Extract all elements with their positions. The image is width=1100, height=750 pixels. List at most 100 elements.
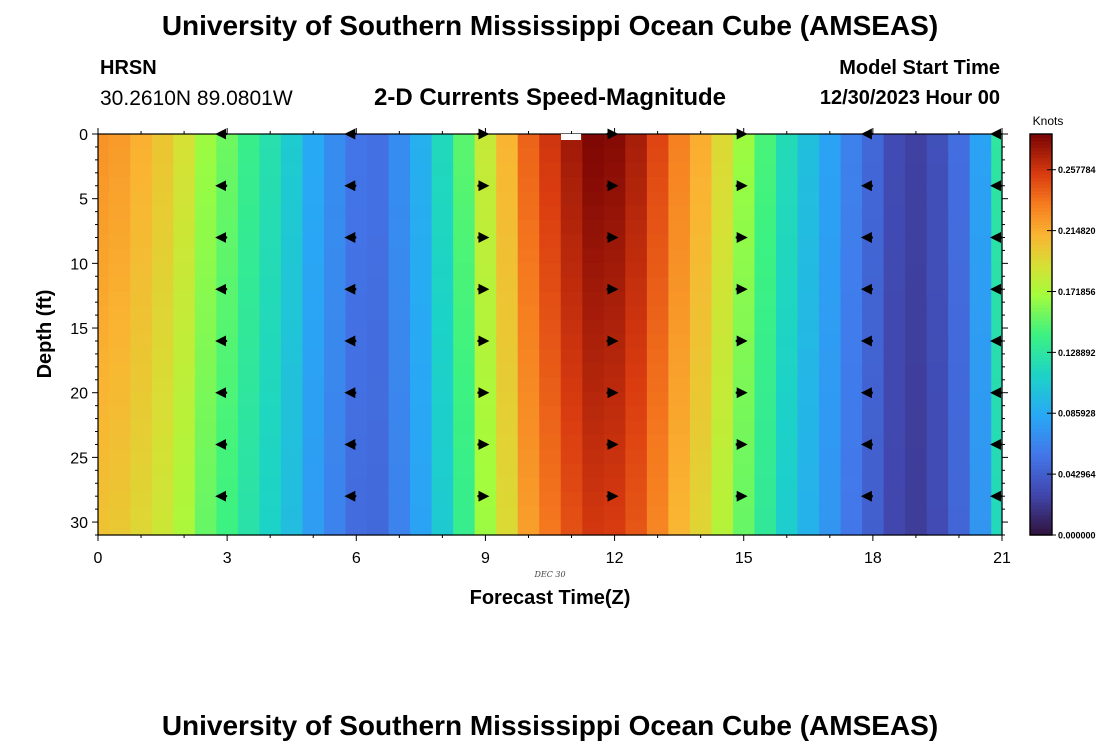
heatmap-cell: [539, 434, 562, 450]
heatmap-cell: [173, 277, 196, 293]
heatmap-cell: [625, 205, 648, 221]
heatmap-cell: [646, 205, 669, 221]
heatmap-cell: [151, 291, 174, 307]
heatmap-cell: [926, 406, 949, 422]
colorbar-segment: [1030, 384, 1052, 389]
heatmap-cell: [948, 134, 971, 149]
heatmap-cell: [98, 391, 110, 407]
heatmap-cell: [819, 191, 842, 207]
heatmap-cell: [926, 420, 949, 436]
heatmap-cell: [711, 219, 734, 235]
heatmap-cell: [840, 406, 863, 422]
heatmap-cell: [194, 449, 217, 464]
heatmap-cell: [302, 520, 325, 536]
colorbar-segment: [1030, 394, 1052, 399]
heatmap-cell: [388, 191, 411, 207]
colorbar-segment: [1030, 518, 1052, 523]
heatmap-cell: [517, 291, 540, 307]
heatmap-cell: [130, 219, 153, 235]
heatmap-cell: [797, 219, 820, 235]
heatmap-cell: [324, 134, 347, 149]
heatmap-cell: [345, 377, 368, 393]
heatmap-cell: [367, 162, 390, 178]
heatmap-cell: [453, 248, 476, 264]
heatmap-cell: [560, 463, 583, 479]
heatmap-cell: [302, 176, 325, 192]
heatmap-cell: [216, 348, 239, 364]
heatmap-cell: [689, 363, 713, 379]
heatmap-cell: [216, 463, 239, 479]
heatmap-cell: [410, 391, 433, 407]
heatmap-cell: [453, 176, 476, 192]
heatmap-cell: [453, 434, 476, 450]
heatmap-cell: [453, 377, 476, 393]
colorbar-segment: [1030, 177, 1052, 182]
colorbar-segment: [1030, 204, 1052, 209]
heatmap-cell: [474, 520, 497, 536]
heatmap-cell: [862, 434, 885, 450]
heatmap-cell: [625, 334, 648, 350]
heatmap-cell: [797, 262, 820, 278]
heatmap-cell: [883, 134, 906, 149]
heatmap-cell: [173, 406, 196, 422]
heatmap-cell: [969, 420, 992, 436]
heatmap-cell: [259, 205, 282, 221]
heatmap-cell: [646, 262, 669, 278]
heatmap-cell: [302, 334, 325, 350]
x-tick-label: 6: [352, 550, 361, 567]
heatmap-cell: [840, 434, 863, 450]
station-coordinates: 30.2610N 89.0801W: [100, 87, 293, 110]
heatmap-cell: [582, 391, 605, 407]
heatmap-cell: [969, 191, 992, 207]
heatmap-cell: [926, 277, 949, 293]
heatmap-cell: [280, 234, 304, 250]
heatmap-cell: [883, 277, 906, 293]
heatmap-cell: [151, 191, 174, 207]
heatmap-cell: [797, 506, 820, 522]
heatmap-cell: [431, 334, 454, 350]
colorbar-segment: [1030, 187, 1052, 192]
heatmap-cell: [689, 348, 713, 364]
heatmap-cell: [926, 162, 949, 178]
y-tick-label: 5: [79, 192, 88, 209]
heatmap-cell: [646, 506, 669, 522]
heatmap-cell: [646, 377, 669, 393]
heatmap-cell: [194, 305, 217, 321]
heatmap-cell: [173, 449, 196, 464]
heatmap-cell: [969, 449, 992, 464]
heatmap-cell: [689, 420, 713, 436]
heatmap-cell: [948, 148, 971, 164]
heatmap-cell: [646, 334, 669, 350]
heatmap-cell: [819, 305, 842, 321]
heatmap-cell: [130, 248, 153, 264]
heatmap-cell: [302, 463, 325, 479]
heatmap-cell: [237, 520, 261, 536]
heatmap-cell: [883, 406, 906, 422]
heatmap-cell: [905, 219, 928, 235]
heatmap-cell: [108, 205, 131, 221]
heatmap-cell: [98, 463, 110, 479]
heatmap-cell: [108, 219, 131, 235]
heatmap-cell: [926, 320, 949, 336]
heatmap-cell: [797, 492, 820, 507]
heatmap-cell: [173, 262, 196, 278]
heatmap-cell: [98, 219, 110, 235]
heatmap-cell: [194, 219, 217, 235]
heatmap-cell: [539, 219, 562, 235]
heatmap-cell: [711, 191, 734, 207]
heatmap-cell: [840, 449, 863, 464]
heatmap-cell: [840, 506, 863, 522]
colorbar-segment: [1030, 344, 1052, 349]
heatmap-cell: [711, 377, 734, 393]
heatmap-cell: [517, 520, 540, 536]
heatmap-cell: [840, 191, 863, 207]
heatmap-cell: [969, 248, 992, 264]
heatmap-cell: [194, 334, 217, 350]
heatmap-cell: [582, 176, 605, 192]
heatmap-cell: [625, 449, 648, 464]
heatmap-cell: [280, 320, 304, 336]
heatmap-cell: [388, 134, 411, 149]
heatmap-cell: [194, 406, 217, 422]
heatmap-cell: [517, 348, 540, 364]
heatmap-cell: [302, 320, 325, 336]
